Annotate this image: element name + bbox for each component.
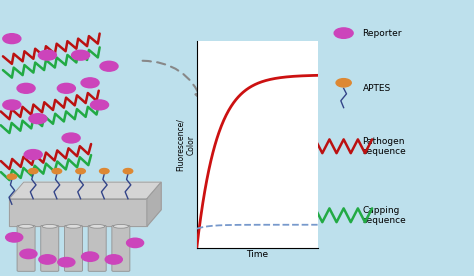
Polygon shape (9, 199, 147, 226)
Ellipse shape (6, 233, 23, 242)
Ellipse shape (336, 79, 351, 87)
FancyBboxPatch shape (17, 225, 35, 271)
Ellipse shape (38, 50, 56, 60)
Ellipse shape (100, 61, 118, 71)
Ellipse shape (7, 174, 17, 179)
Ellipse shape (82, 252, 99, 261)
Text: Capping
sequence: Capping sequence (363, 206, 406, 225)
Ellipse shape (39, 255, 56, 264)
Ellipse shape (29, 114, 47, 124)
Y-axis label: Fluorescence/
Color: Fluorescence/ Color (176, 118, 195, 171)
Ellipse shape (17, 83, 35, 93)
Ellipse shape (52, 169, 62, 174)
Ellipse shape (20, 249, 37, 259)
FancyBboxPatch shape (41, 225, 59, 271)
Text: Pathogen
sequence: Pathogen sequence (363, 137, 406, 156)
Text: APTES: APTES (363, 84, 391, 93)
FancyBboxPatch shape (112, 225, 130, 271)
Ellipse shape (105, 255, 122, 264)
Ellipse shape (123, 169, 133, 174)
Ellipse shape (28, 169, 38, 174)
Ellipse shape (3, 100, 21, 110)
Ellipse shape (72, 50, 90, 60)
Ellipse shape (113, 224, 128, 228)
Ellipse shape (57, 83, 75, 93)
FancyBboxPatch shape (64, 225, 82, 271)
FancyBboxPatch shape (88, 225, 106, 271)
Ellipse shape (42, 224, 57, 228)
Ellipse shape (91, 100, 109, 110)
Ellipse shape (24, 150, 42, 160)
X-axis label: Time: Time (246, 250, 268, 259)
Polygon shape (147, 182, 161, 226)
Ellipse shape (90, 224, 105, 228)
Ellipse shape (76, 169, 85, 174)
Ellipse shape (334, 28, 353, 38)
Ellipse shape (58, 258, 75, 267)
FancyArrowPatch shape (143, 61, 202, 100)
Ellipse shape (18, 224, 34, 228)
Text: Reporter: Reporter (363, 29, 402, 38)
Ellipse shape (62, 133, 80, 143)
Ellipse shape (100, 169, 109, 174)
Ellipse shape (81, 78, 99, 88)
Polygon shape (9, 182, 161, 199)
Ellipse shape (66, 224, 81, 228)
Ellipse shape (3, 34, 21, 44)
Ellipse shape (127, 238, 144, 248)
